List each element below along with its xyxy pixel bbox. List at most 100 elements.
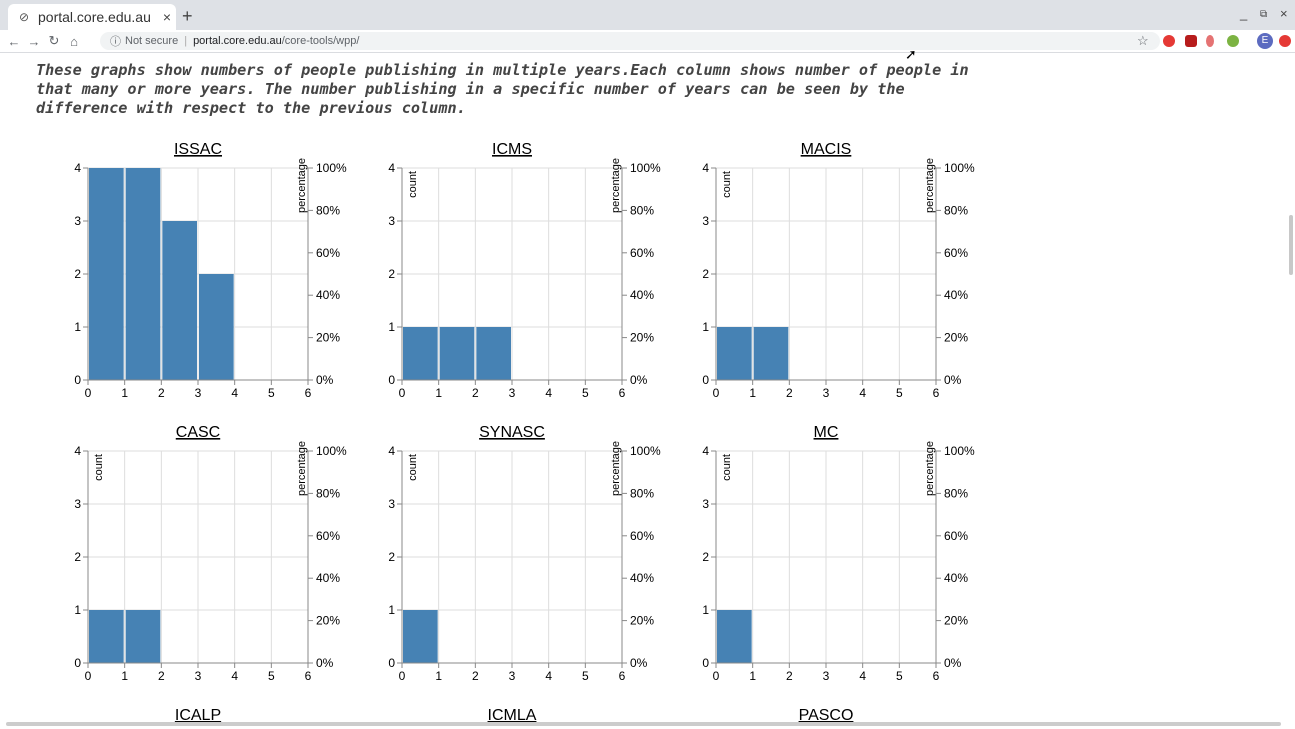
bar[interactable] bbox=[717, 327, 752, 380]
site-favicon-icon: ⊘ bbox=[18, 10, 30, 24]
bar[interactable] bbox=[89, 168, 124, 380]
bookmark-star-icon[interactable]: ☆ bbox=[1137, 33, 1149, 48]
x-tick-label: 6 bbox=[933, 669, 940, 683]
x-tick-label: 1 bbox=[749, 669, 756, 683]
x-tick-label: 1 bbox=[121, 386, 128, 400]
bar[interactable] bbox=[89, 610, 124, 663]
pct-tick-label: 20% bbox=[316, 614, 340, 628]
browser-toolbar: ← → ↻ ⌂ ⓘ Not secure | portal.core.edu.a… bbox=[0, 30, 1295, 53]
x-tick-label: 3 bbox=[509, 386, 516, 400]
bar[interactable] bbox=[476, 327, 511, 380]
y-tick-label: 2 bbox=[702, 267, 709, 281]
x-tick-label: 6 bbox=[305, 386, 312, 400]
horizontal-scrollbar[interactable] bbox=[6, 722, 1281, 726]
x-tick-label: 6 bbox=[619, 669, 626, 683]
x-tick-label: 5 bbox=[268, 386, 275, 400]
x-tick-label: 2 bbox=[786, 386, 793, 400]
ublock-extension-icon[interactable] bbox=[1185, 35, 1197, 47]
info-icon[interactable]: ⓘ bbox=[110, 36, 121, 48]
bar[interactable] bbox=[125, 168, 161, 380]
chart-title[interactable]: MACIS bbox=[801, 141, 852, 158]
adblock-extension-icon[interactable] bbox=[1163, 35, 1175, 47]
chart-title[interactable]: ICMS bbox=[492, 141, 532, 158]
extension-icon[interactable] bbox=[1206, 35, 1214, 47]
x-tick-label: 1 bbox=[749, 386, 756, 400]
pct-tick-label: 100% bbox=[944, 444, 975, 458]
x-tick-label: 6 bbox=[933, 386, 940, 400]
vertical-scrollbar[interactable] bbox=[1289, 215, 1293, 275]
pct-tick-label: 40% bbox=[630, 288, 654, 302]
browser-tab[interactable]: ⊘ portal.core.edu.au × bbox=[8, 4, 176, 30]
chart-title[interactable]: SYNASC bbox=[479, 424, 545, 441]
y-tick-label: 4 bbox=[388, 161, 395, 175]
y-tick-label: 1 bbox=[388, 320, 395, 334]
chart-title[interactable]: MC bbox=[814, 424, 839, 441]
y-tick-label: 0 bbox=[702, 373, 709, 387]
address-separator: | bbox=[184, 35, 188, 47]
count-axis-label: count bbox=[407, 454, 419, 481]
address-bar[interactable]: ⓘ Not secure | portal.core.edu.au/core-t… bbox=[100, 32, 1160, 50]
count-axis-label: count bbox=[721, 171, 733, 198]
chart-title[interactable]: ICALP bbox=[175, 707, 221, 724]
x-tick-label: 0 bbox=[85, 386, 92, 400]
new-tab-button[interactable]: + bbox=[182, 6, 193, 26]
x-tick-label: 3 bbox=[195, 386, 202, 400]
bar[interactable] bbox=[403, 610, 438, 663]
forward-arrow-icon[interactable]: → bbox=[27, 33, 41, 49]
count-axis-label: count bbox=[721, 454, 733, 481]
extension-icon-3[interactable] bbox=[1279, 35, 1291, 47]
x-tick-label: 4 bbox=[231, 669, 238, 683]
pct-tick-label: 60% bbox=[944, 529, 968, 543]
x-tick-label: 4 bbox=[859, 669, 866, 683]
y-tick-label: 1 bbox=[74, 603, 81, 617]
x-tick-label: 3 bbox=[195, 669, 202, 683]
chart-title[interactable]: ISSAC bbox=[174, 141, 222, 158]
count-axis-label: count bbox=[407, 171, 419, 198]
percentage-axis-label: percentage bbox=[296, 158, 308, 213]
bar[interactable] bbox=[199, 274, 234, 380]
tab-title: portal.core.edu.au bbox=[38, 9, 151, 25]
pct-tick-label: 60% bbox=[316, 529, 340, 543]
minimize-button[interactable]: _ bbox=[1240, 6, 1248, 21]
restore-button[interactable]: ⧉ bbox=[1260, 9, 1268, 20]
x-tick-label: 2 bbox=[786, 669, 793, 683]
y-tick-label: 3 bbox=[74, 497, 81, 511]
bar[interactable] bbox=[162, 221, 197, 380]
bar[interactable] bbox=[403, 327, 438, 380]
extension-icon-2[interactable] bbox=[1227, 35, 1239, 47]
tab-close-icon[interactable]: × bbox=[162, 9, 172, 25]
y-tick-label: 2 bbox=[74, 267, 81, 281]
x-tick-label: 5 bbox=[896, 386, 903, 400]
profile-avatar[interactable]: E bbox=[1257, 33, 1273, 49]
pct-tick-label: 40% bbox=[630, 571, 654, 585]
chart-title[interactable]: ICMLA bbox=[488, 707, 537, 724]
percentage-axis-label: percentage bbox=[924, 441, 936, 496]
bar[interactable] bbox=[753, 327, 789, 380]
y-tick-label: 3 bbox=[702, 497, 709, 511]
chart-title[interactable]: CASC bbox=[176, 424, 220, 441]
url-text: portal.core.edu.au/core-tools/wpp/ bbox=[193, 35, 359, 47]
y-tick-label: 1 bbox=[702, 603, 709, 617]
pct-tick-label: 80% bbox=[944, 486, 968, 500]
bar[interactable] bbox=[439, 327, 475, 380]
pct-tick-label: 60% bbox=[630, 529, 654, 543]
x-tick-label: 0 bbox=[399, 669, 406, 683]
pct-tick-label: 100% bbox=[316, 444, 347, 458]
x-tick-label: 5 bbox=[582, 386, 589, 400]
y-tick-label: 0 bbox=[388, 656, 395, 670]
back-arrow-icon[interactable]: ← bbox=[7, 33, 21, 49]
home-icon[interactable]: ⌂ bbox=[70, 33, 78, 49]
percentage-axis-label: percentage bbox=[610, 158, 622, 213]
x-tick-label: 2 bbox=[472, 386, 479, 400]
bar[interactable] bbox=[717, 610, 752, 663]
reload-icon[interactable]: ↻ bbox=[48, 33, 60, 48]
chart-title[interactable]: PASCO bbox=[799, 707, 854, 724]
y-tick-label: 0 bbox=[74, 373, 81, 387]
x-tick-label: 4 bbox=[545, 669, 552, 683]
bar[interactable] bbox=[125, 610, 161, 663]
window-close-button[interactable]: × bbox=[1280, 6, 1288, 21]
